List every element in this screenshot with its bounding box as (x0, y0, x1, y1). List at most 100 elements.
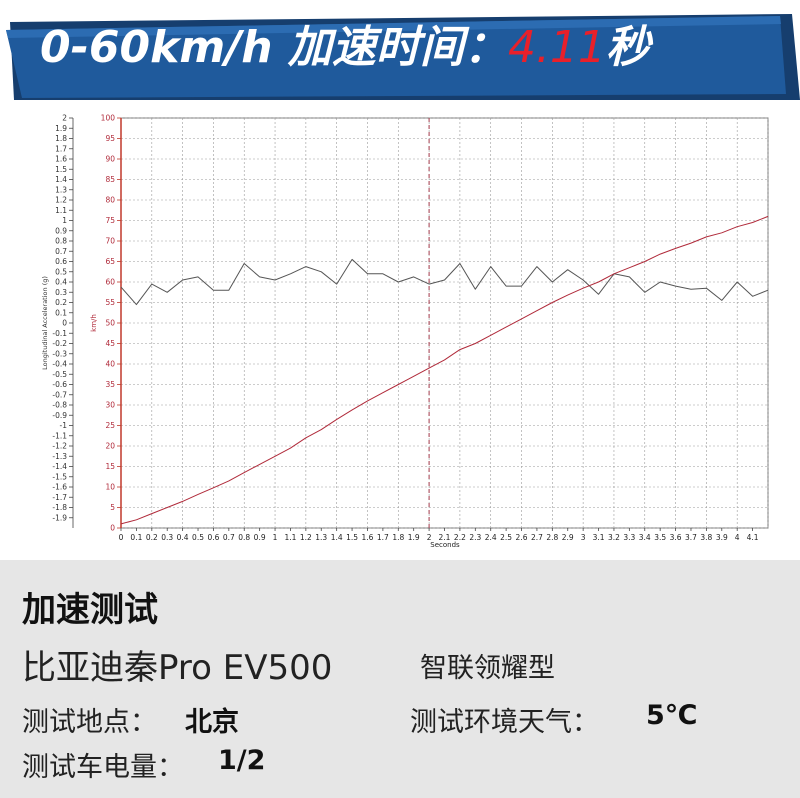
test-title: 加速测试 (22, 590, 158, 630)
left-tick-label: -0.6 (52, 380, 67, 389)
location-label: 测试地点： (22, 707, 157, 738)
right-tick-label: 5 (110, 503, 115, 512)
x-tick-label: 0.1 (130, 533, 142, 542)
right-tick-label: 85 (105, 175, 115, 184)
left-tick-label: 0.9 (55, 226, 67, 235)
left-tick-label: -0.8 (52, 401, 67, 410)
banner-title-value: 4.11 (507, 22, 606, 73)
x-tick-label: 2.9 (562, 533, 574, 542)
left-tick-label: 0.1 (55, 308, 67, 317)
x-tick-label: 0.4 (177, 533, 189, 542)
left-axis-label: Longitudinal Acceleration (g) (41, 276, 49, 370)
x-tick-label: 1.2 (300, 533, 312, 542)
x-tick-label: 0.2 (146, 533, 158, 542)
x-tick-label: 3.2 (608, 533, 620, 542)
left-tick-label: -1 (60, 421, 68, 430)
left-tick-label: -1.9 (52, 513, 67, 522)
right-axis-label: km/h (90, 314, 98, 332)
left-tick-label: 1.2 (55, 196, 67, 205)
right-axis-ticks: 1009590858075706560555045403530252015105… (101, 114, 121, 533)
left-tick-label: -0.5 (52, 370, 67, 379)
x-tick-label: 3.6 (670, 533, 682, 542)
x-tick-label: 0.7 (223, 533, 235, 542)
x-tick-label: 3.1 (593, 533, 605, 542)
right-tick-label: 40 (105, 360, 115, 369)
banner-highlight (6, 16, 781, 38)
right-tick-label: 80 (105, 196, 115, 205)
weather-label: 测试环境天气： (410, 707, 599, 738)
x-tick-label: 2.1 (439, 533, 451, 542)
right-tick-label: 70 (105, 237, 115, 246)
x-tick-label: 1.1 (284, 533, 296, 542)
right-tick-label: 75 (105, 216, 115, 225)
right-tick-label: 100 (101, 114, 116, 123)
right-tick-label: 10 (105, 483, 115, 492)
location-value: 北京 (185, 707, 239, 738)
x-tick-label: 1 (273, 533, 278, 542)
left-tick-label: 0.3 (55, 288, 67, 297)
x-tick-label: 2 (427, 533, 432, 542)
left-tick-label: -0.9 (52, 411, 67, 420)
acceleration-chart: 21.91.81.71.61.51.41.31.21.110.90.80.70.… (41, 114, 769, 549)
left-tick-label: 1.1 (55, 206, 67, 215)
left-tick-label: -1.1 (52, 431, 67, 440)
x-tick-label: 1.8 (392, 533, 404, 542)
right-tick-label: 35 (105, 380, 115, 389)
acceleration-series-line (120, 258, 769, 306)
right-tick-label: 30 (105, 401, 115, 410)
left-tick-label: -0.2 (52, 339, 67, 348)
left-tick-label: 1.9 (55, 124, 67, 133)
title-banner: 0-60km/h 加速时间：4.11秒 (0, 0, 800, 100)
x-tick-label: 1.7 (377, 533, 389, 542)
left-tick-label: 0.8 (55, 237, 67, 246)
car-trim: 智联领耀型 (420, 653, 555, 684)
series-layer (120, 215, 769, 525)
x-tick-label: 0.6 (207, 533, 219, 542)
x-tick-label: 3.8 (700, 533, 712, 542)
left-tick-label: 0.6 (55, 257, 67, 266)
banner-title-suffix: 秒 (605, 22, 650, 73)
x-tick-label: 2.7 (531, 533, 543, 542)
x-tick-label: 1.5 (346, 533, 358, 542)
battery-value: 1/2 (218, 745, 266, 776)
left-tick-label: 0 (62, 319, 67, 328)
car-model: 比亚迪秦Pro EV500 (22, 648, 333, 688)
left-tick-label: -1.4 (52, 462, 67, 471)
left-tick-label: 1.4 (55, 175, 67, 184)
x-tick-label: 2.2 (454, 533, 466, 542)
battery-label: 测试车电量： (22, 752, 184, 783)
right-tick-label: 65 (105, 257, 115, 266)
banner-title-prefix: 0-60km/h 加速时间： (40, 22, 508, 73)
left-tick-label: 1.3 (55, 185, 67, 194)
left-axis-ticks: 21.91.81.71.61.51.41.31.21.110.90.80.70.… (52, 114, 74, 528)
info-panel: 加速测试 比亚迪秦Pro EV500 智联领耀型 测试地点： 北京 测试环境天气… (0, 560, 800, 798)
x-tick-label: 2.6 (516, 533, 528, 542)
left-tick-label: -1.3 (52, 452, 67, 461)
right-tick-label: 0 (110, 524, 115, 533)
left-tick-label: 2 (62, 114, 67, 123)
banner-band (6, 16, 786, 98)
x-axis-label: Seconds (430, 541, 460, 549)
x-tick-label: 1.3 (315, 533, 327, 542)
left-tick-label: -1.2 (52, 442, 67, 451)
x-tick-label: 0.8 (238, 533, 250, 542)
right-tick-label: 15 (105, 462, 115, 471)
left-tick-label: 1.7 (55, 144, 67, 153)
right-tick-label: 50 (105, 319, 115, 328)
x-tick-label: 3.4 (639, 533, 651, 542)
x-tick-label: 1.9 (408, 533, 420, 542)
left-tick-label: -1.8 (52, 503, 67, 512)
right-tick-label: 95 (105, 134, 115, 143)
x-tick-label: 1.6 (362, 533, 374, 542)
left-tick-label: 1.5 (55, 165, 67, 174)
left-tick-label: -0.1 (52, 329, 67, 338)
right-tick-label: 55 (105, 298, 115, 307)
x-tick-label: 0.9 (254, 533, 266, 542)
right-tick-label: 20 (105, 442, 115, 451)
x-tick-label: 0.3 (161, 533, 173, 542)
right-tick-label: 25 (105, 421, 115, 430)
x-tick-label: 0.5 (192, 533, 204, 542)
right-tick-label: 60 (105, 278, 115, 287)
banner-title: 0-60km/h 加速时间：4.11秒 (40, 18, 650, 78)
x-tick-label: 0 (119, 533, 124, 542)
